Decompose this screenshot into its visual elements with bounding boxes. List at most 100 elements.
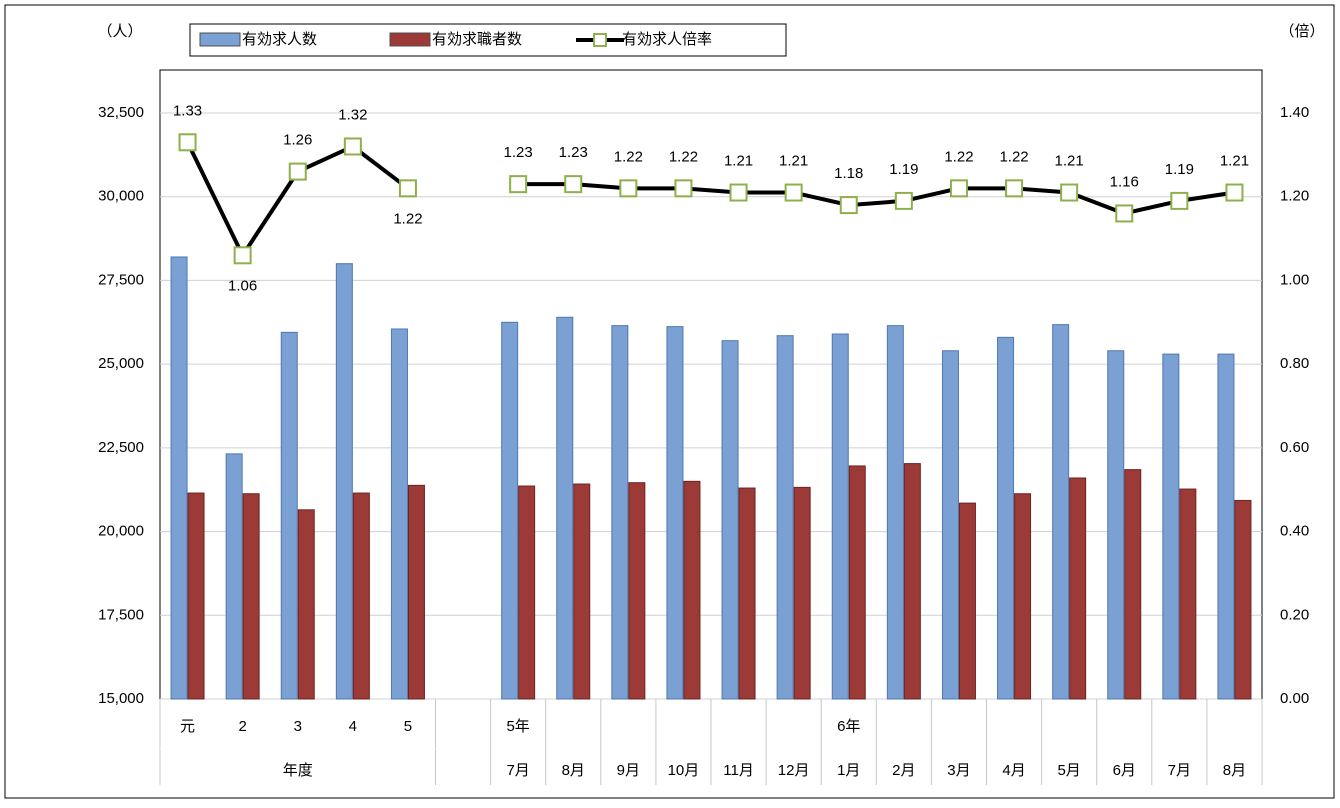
y2-tick-label: 1.00 [1280, 271, 1309, 288]
y2-tick-label: 0.20 [1280, 606, 1309, 623]
legend-swatch [593, 33, 607, 47]
bar [1234, 499, 1252, 700]
marker [1170, 191, 1189, 210]
marker [839, 196, 858, 215]
data-label: 1.22 [669, 148, 698, 165]
y2-unit: （倍） [1279, 23, 1324, 40]
y2-tick-label: 0.80 [1280, 355, 1309, 372]
y-tick-label: 25,000 [98, 355, 144, 372]
x-tick-label: 5月 [1057, 762, 1080, 779]
bar [1069, 477, 1087, 700]
y2-tick-label: 1.40 [1280, 104, 1309, 121]
marker [674, 179, 693, 198]
y-tick-label: 30,000 [98, 188, 144, 205]
marker [1225, 183, 1244, 202]
marker [619, 179, 638, 198]
x-tick-label: 1月 [837, 762, 860, 779]
x-tick-label: 11月 [723, 762, 754, 779]
bar [170, 256, 188, 700]
y2-tick-label: 0.40 [1280, 523, 1309, 540]
x-tick-label: 10月 [668, 762, 700, 779]
bar [738, 487, 756, 700]
data-label: 1.22 [393, 210, 422, 227]
x-tick-label: 2 [238, 718, 246, 735]
legend-swatch [199, 32, 241, 47]
bar [335, 263, 353, 700]
bar [831, 333, 849, 700]
bar [776, 335, 794, 700]
x-tick-label: 7月 [506, 762, 529, 779]
bar [1052, 324, 1070, 700]
marker [398, 179, 417, 198]
y2-tick-label: 0.60 [1280, 439, 1309, 456]
data-label: 1.21 [1220, 152, 1249, 169]
marker [729, 183, 748, 202]
marker [509, 175, 528, 194]
bar [187, 492, 205, 700]
marker [949, 179, 968, 198]
y-tick-label: 15,000 [98, 690, 144, 707]
y2-tick-label: 0.00 [1280, 690, 1309, 707]
x-tick-label: 6月 [1113, 762, 1136, 779]
data-label: 1.21 [779, 152, 808, 169]
data-label: 1.22 [999, 148, 1028, 165]
bar [280, 331, 298, 700]
x-tick-label: 4月 [1002, 762, 1025, 779]
marker [288, 162, 307, 181]
legend-label: 有効求人数 [242, 31, 317, 48]
y-tick-label: 32,500 [98, 104, 144, 121]
bar [1162, 353, 1180, 700]
x-tick-label: 3 [294, 718, 302, 735]
y-tick-label: 20,000 [98, 523, 144, 540]
marker [1005, 179, 1024, 198]
bar [793, 486, 811, 700]
data-label: 1.33 [173, 102, 202, 119]
x-tick-label: 元 [180, 718, 195, 735]
x-tick-label: 9月 [617, 762, 640, 779]
data-label: 1.18 [834, 165, 863, 182]
bar [721, 340, 739, 700]
x-tick-label: 4 [349, 718, 357, 735]
bar [941, 350, 959, 700]
bar [1179, 488, 1197, 700]
legend-label: 有効求職者数 [432, 31, 522, 48]
data-label: 1.06 [228, 277, 257, 294]
bar [997, 336, 1015, 700]
marker [894, 191, 913, 210]
x-tick-label: 8月 [1223, 762, 1246, 779]
y-unit: （人） [97, 23, 142, 40]
year-label: 5年 [506, 718, 529, 735]
y-tick-label: 22,500 [98, 439, 144, 456]
bar [848, 465, 866, 700]
bar [573, 483, 591, 700]
bar [501, 321, 519, 700]
data-label: 1.19 [889, 161, 918, 178]
marker [233, 246, 252, 265]
marker [343, 137, 362, 156]
bar [242, 493, 260, 700]
bar [225, 453, 243, 700]
marker [1115, 204, 1134, 223]
bar [958, 502, 976, 700]
bar [666, 326, 684, 700]
bar [611, 325, 629, 700]
legend [189, 23, 787, 57]
y2-tick-label: 1.20 [1280, 188, 1309, 205]
data-label: 1.21 [724, 152, 753, 169]
group-label: 年度 [283, 762, 313, 779]
data-label: 1.23 [559, 144, 588, 161]
bar [1124, 469, 1142, 700]
x-tick-label: 5 [404, 718, 412, 735]
bar [683, 480, 701, 700]
bar [352, 492, 370, 700]
bar [390, 328, 408, 700]
data-label: 1.22 [614, 148, 643, 165]
data-label: 1.23 [504, 144, 533, 161]
bar [1014, 493, 1032, 700]
x-tick-label: 2月 [892, 762, 915, 779]
marker [1060, 183, 1079, 202]
x-tick-label: 3月 [947, 762, 970, 779]
y-tick-label: 17,500 [98, 606, 144, 623]
bar [886, 325, 904, 700]
